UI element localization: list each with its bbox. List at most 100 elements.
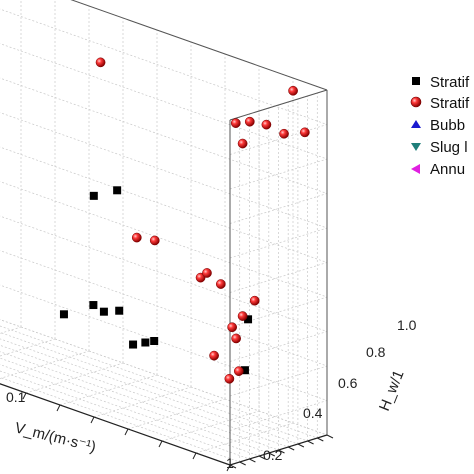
grid-line [0, 350, 90, 379]
y-tick-mark [249, 458, 256, 463]
grid-line [229, 365, 328, 397]
grid-line [0, 377, 240, 463]
axis-frame [229, 89, 328, 121]
data-point-square [240, 366, 249, 375]
data-point-sphere [299, 127, 310, 138]
y-tick-label: 0.8 [366, 344, 386, 360]
grid-line [59, 374, 158, 406]
y-tick-mark [268, 452, 276, 457]
grid-line [127, 398, 226, 430]
data-point-sphere [149, 235, 160, 246]
data-point-sphere [261, 119, 272, 130]
data-point-square [59, 310, 68, 319]
data-point-sphere [249, 295, 260, 306]
grid-line [0, 319, 328, 436]
y-tick-label: 0.6 [338, 375, 358, 391]
legend: Stratif Stratif Bubb Slug l Annu [410, 74, 470, 178]
legend-marker-triangle-down [411, 143, 421, 151]
data-point-sphere [230, 118, 241, 128]
legend-label: Annu [430, 161, 465, 178]
y-tick-mark [307, 440, 314, 445]
y-tick-mark [317, 437, 324, 442]
y-tick-mark [258, 455, 266, 460]
data-point-sphere [202, 268, 212, 278]
data-point-sphere [279, 128, 289, 139]
grid-line [0, 364, 260, 457]
grid-line [229, 262, 328, 293]
x-axis-title: V_m/(m·s⁻¹) [13, 419, 98, 456]
x-tick-mark [124, 428, 129, 436]
data-point-square [150, 336, 159, 345]
data-points [59, 57, 310, 384]
data-point-square [113, 186, 122, 195]
data-point-square [244, 315, 253, 324]
data-point-square [115, 306, 124, 315]
data-point-sphere [224, 373, 235, 384]
y-tick-mark [229, 464, 237, 469]
data-point-sphere [231, 333, 241, 344]
grid-line [0, 8, 328, 125]
grid-line [161, 410, 260, 442]
grid-line [0, 325, 318, 439]
grid-line [0, 215, 328, 332]
data-point-square [129, 340, 138, 349]
data-point-sphere [131, 232, 142, 243]
grid-line [0, 77, 328, 194]
data-point-square [89, 191, 98, 200]
grid-line [229, 227, 328, 259]
y-tick-mark [278, 449, 285, 454]
grid-line [0, 146, 328, 263]
data-point-sphere [244, 116, 255, 127]
x-tick-mark [22, 392, 27, 400]
grid-line [229, 158, 328, 190]
x-tick-mark [192, 452, 197, 460]
y-tick-mark [239, 461, 246, 466]
grid-line [25, 362, 124, 394]
y-axis-title: H_w/1 [376, 368, 408, 414]
data-point-sphere [233, 366, 244, 376]
y-tick-label: 0.4 [303, 405, 323, 421]
grid-line [0, 383, 231, 466]
grid-line [0, 332, 308, 442]
axis-frame [70, 0, 328, 91]
y-tick-mark [287, 446, 295, 451]
data-point-square [141, 338, 150, 347]
x-tick-mark [90, 416, 95, 424]
data-point-square [99, 307, 108, 316]
grid-line [0, 326, 22, 334]
x-tick-mark [158, 440, 163, 448]
grid-line [70, 0, 328, 91]
x-tick-label: 0.1 [6, 389, 26, 405]
data-point-sphere [209, 350, 219, 361]
legend-label: Slug l [430, 139, 468, 156]
grid-line [0, 338, 56, 357]
grid-line [229, 124, 328, 155]
x-tick-mark [226, 464, 231, 472]
x-tick-label: 1 [226, 455, 234, 471]
y-tick-label: 1.0 [397, 317, 417, 333]
grid [0, 0, 334, 472]
legend-marker-sphere [410, 96, 422, 108]
data-point-sphere [288, 85, 298, 96]
x-tick-mark [56, 404, 61, 412]
grid-line [229, 193, 328, 224]
data-point-sphere [95, 57, 106, 68]
legend-label: Stratif [430, 95, 470, 112]
grid-line [0, 351, 279, 451]
grid-line [0, 319, 328, 436]
y-tick-mark [297, 443, 305, 448]
grid-line [0, 344, 289, 448]
legend-marker-triangle-up [411, 120, 421, 128]
legend-marker-triangle-left [411, 164, 420, 174]
data-point-sphere [215, 279, 226, 289]
grid-line [0, 43, 328, 160]
grid-line [0, 181, 328, 298]
legend-marker-square [412, 77, 420, 85]
data-point-sphere [237, 311, 248, 321]
grid-line [229, 331, 328, 362]
x-axis-line [0, 383, 231, 466]
grid-line [93, 386, 192, 418]
legend-label: Stratif [430, 74, 470, 91]
grid-line [0, 338, 299, 445]
